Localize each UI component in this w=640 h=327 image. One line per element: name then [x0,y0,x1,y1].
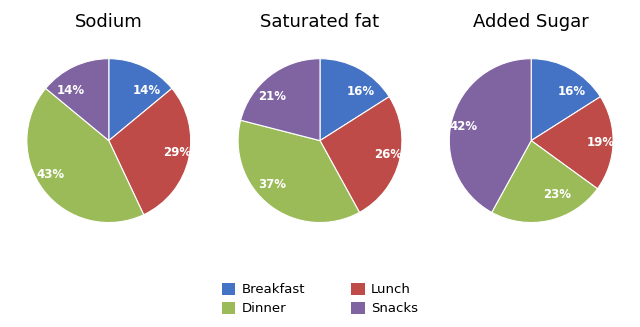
Legend: Breakfast, Dinner, Lunch, Snacks: Breakfast, Dinner, Lunch, Snacks [216,278,424,320]
Text: 16%: 16% [558,85,586,98]
Wedge shape [320,97,402,213]
Wedge shape [449,59,531,213]
Wedge shape [531,59,600,141]
Text: 29%: 29% [163,146,191,159]
Text: 23%: 23% [543,188,572,201]
Title: Sodium: Sodium [75,13,143,31]
Wedge shape [492,141,598,223]
Text: 43%: 43% [36,168,65,181]
Text: 19%: 19% [587,136,615,149]
Text: 37%: 37% [258,178,286,191]
Text: 16%: 16% [347,85,375,98]
Wedge shape [45,59,109,141]
Wedge shape [241,59,320,141]
Text: 14%: 14% [57,84,85,97]
Wedge shape [109,59,172,141]
Text: 42%: 42% [449,120,477,133]
Title: Saturated fat: Saturated fat [260,13,380,31]
Text: 14%: 14% [132,84,161,97]
Text: 21%: 21% [258,90,286,103]
Wedge shape [109,88,191,215]
Wedge shape [27,88,143,223]
Wedge shape [531,97,613,189]
Wedge shape [238,120,360,223]
Wedge shape [320,59,389,141]
Title: Added Sugar: Added Sugar [474,13,589,31]
Text: 26%: 26% [374,148,402,161]
